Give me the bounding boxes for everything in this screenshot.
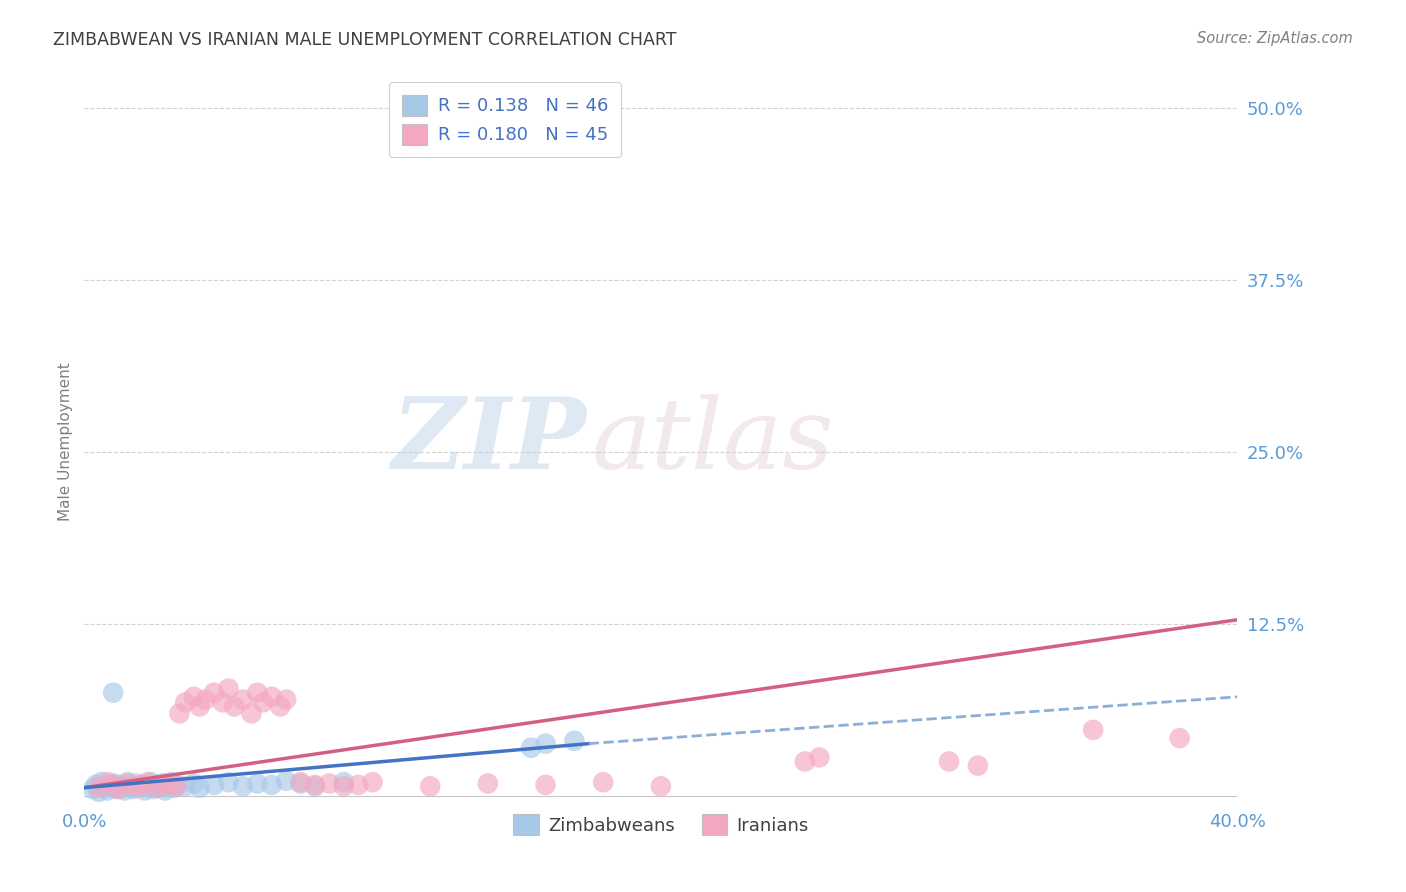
Point xyxy=(153,776,176,790)
Point xyxy=(105,782,128,797)
Point xyxy=(90,775,112,789)
Point xyxy=(114,783,136,797)
Point xyxy=(98,779,121,793)
Point xyxy=(145,780,167,795)
Point xyxy=(188,699,211,714)
Point xyxy=(194,692,217,706)
Point xyxy=(224,699,246,714)
Point xyxy=(252,695,274,709)
Point xyxy=(183,776,205,790)
Point xyxy=(967,758,990,772)
Point xyxy=(183,690,205,704)
Point xyxy=(160,775,183,789)
Point xyxy=(202,778,225,792)
Point xyxy=(520,740,543,755)
Point xyxy=(218,681,240,696)
Point xyxy=(276,773,298,788)
Point xyxy=(131,778,153,792)
Point xyxy=(145,778,167,792)
Point xyxy=(87,785,110,799)
Point xyxy=(142,782,165,797)
Text: ZIP: ZIP xyxy=(391,393,586,490)
Point xyxy=(156,779,179,793)
Point xyxy=(333,779,356,793)
Point xyxy=(246,776,269,790)
Point xyxy=(650,779,672,793)
Point xyxy=(240,706,263,721)
Point xyxy=(333,775,356,789)
Point xyxy=(166,779,188,793)
Point xyxy=(477,776,499,790)
Point xyxy=(139,775,162,789)
Point xyxy=(103,776,124,790)
Point xyxy=(276,692,298,706)
Point xyxy=(304,778,326,792)
Point xyxy=(347,778,370,792)
Point xyxy=(592,775,614,789)
Point xyxy=(103,778,124,792)
Text: Source: ZipAtlas.com: Source: ZipAtlas.com xyxy=(1197,31,1353,46)
Point xyxy=(163,780,186,795)
Point xyxy=(534,778,557,792)
Point xyxy=(153,783,176,797)
Point xyxy=(202,686,225,700)
Point xyxy=(188,780,211,795)
Point xyxy=(174,779,197,793)
Point xyxy=(304,779,326,793)
Point xyxy=(93,780,115,795)
Point xyxy=(260,690,283,704)
Point xyxy=(122,782,145,797)
Point xyxy=(120,779,142,793)
Point xyxy=(111,780,134,795)
Point xyxy=(318,776,340,790)
Point xyxy=(150,776,173,790)
Text: atlas: atlas xyxy=(592,394,834,489)
Point xyxy=(938,755,960,769)
Point xyxy=(84,778,107,792)
Point xyxy=(290,775,312,789)
Point xyxy=(136,775,159,789)
Y-axis label: Male Unemployment: Male Unemployment xyxy=(58,362,73,521)
Point xyxy=(117,776,139,790)
Point xyxy=(108,778,131,792)
Point xyxy=(260,778,283,792)
Point xyxy=(218,775,240,789)
Point xyxy=(160,778,183,792)
Point xyxy=(148,780,170,795)
Point xyxy=(1168,731,1191,745)
Point xyxy=(232,779,254,793)
Point xyxy=(166,778,188,792)
Point xyxy=(1083,723,1105,737)
Text: ZIMBABWEAN VS IRANIAN MALE UNEMPLOYMENT CORRELATION CHART: ZIMBABWEAN VS IRANIAN MALE UNEMPLOYMENT … xyxy=(53,31,676,49)
Point xyxy=(269,699,291,714)
Point xyxy=(290,776,312,790)
Point xyxy=(128,780,150,795)
Point xyxy=(117,775,139,789)
Point xyxy=(174,695,197,709)
Point xyxy=(169,706,191,721)
Point xyxy=(103,686,124,700)
Point xyxy=(246,686,269,700)
Point xyxy=(419,779,441,793)
Point xyxy=(134,783,156,797)
Point xyxy=(96,775,118,789)
Point xyxy=(125,779,148,793)
Point xyxy=(232,692,254,706)
Point xyxy=(136,779,159,793)
Point xyxy=(564,734,586,748)
Legend: Zimbabweans, Iranians: Zimbabweans, Iranians xyxy=(505,805,817,845)
Point xyxy=(131,778,153,792)
Point xyxy=(96,783,118,797)
Point xyxy=(794,755,817,769)
Point xyxy=(82,782,104,797)
Point xyxy=(125,776,148,790)
Point xyxy=(211,695,233,709)
Point xyxy=(87,780,110,795)
Point xyxy=(534,737,557,751)
Point xyxy=(108,782,131,797)
Point xyxy=(361,775,384,789)
Point xyxy=(808,750,831,764)
